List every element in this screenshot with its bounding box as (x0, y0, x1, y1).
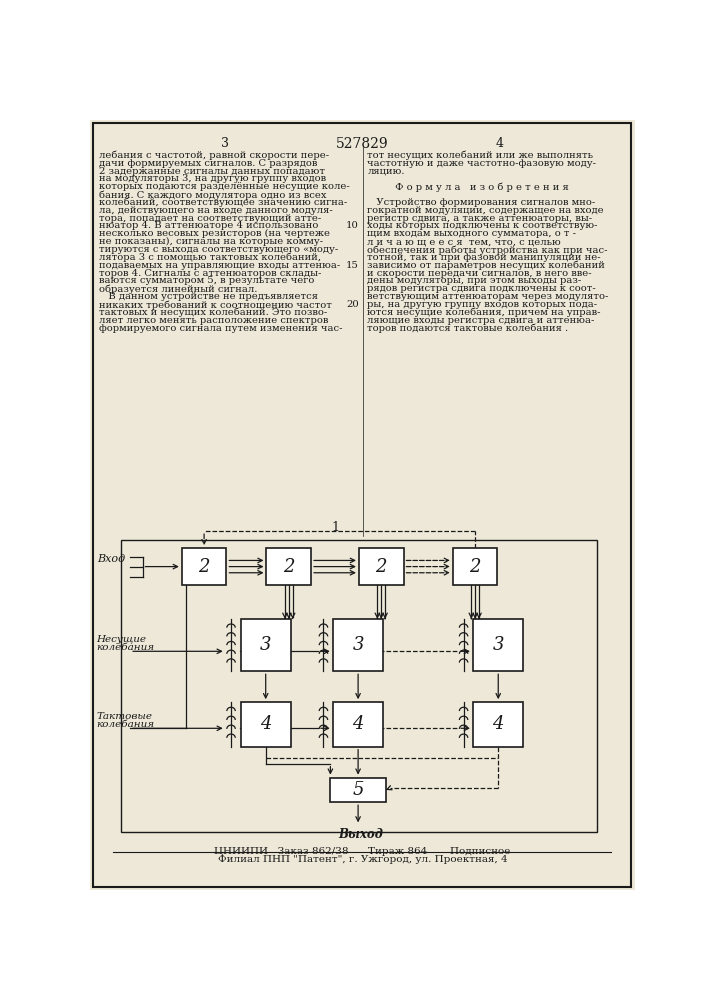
Text: 15: 15 (346, 261, 359, 270)
Text: 4: 4 (260, 715, 271, 733)
Text: тируются с выхода соответствующего «моду-: тируются с выхода соответствующего «моду… (100, 245, 339, 254)
Text: зависимо от параметров несущих колебаний: зависимо от параметров несущих колебаний (368, 261, 605, 270)
Text: 527829: 527829 (336, 137, 389, 151)
Bar (452, 548, 498, 585)
Text: колебания: колебания (96, 643, 154, 652)
Text: частотную и даже частотно-фазовую моду-: частотную и даже частотно-фазовую моду- (368, 159, 596, 168)
Text: дачи формируемых сигналов. С разрядов: дачи формируемых сигналов. С разрядов (100, 159, 317, 168)
Bar (333, 702, 383, 747)
Text: регистр сдвига, а также аттенюаторы, вы-: регистр сдвига, а также аттенюаторы, вы- (368, 214, 592, 223)
Text: подаваемых на управляющие входы аттенюа-: подаваемых на управляющие входы аттенюа- (100, 261, 341, 270)
Text: ры, на другую группу входов которых пода-: ры, на другую группу входов которых пода… (368, 300, 597, 309)
Bar (473, 619, 523, 671)
Text: л и ч а ю щ е е с я  тем, что, с целью: л и ч а ю щ е е с я тем, что, с целью (368, 237, 561, 246)
Text: Тактовые: Тактовые (96, 712, 152, 721)
Text: Ф о р м у л а   и з о б р е т е н и я: Ф о р м у л а и з о б р е т е н и я (368, 182, 569, 192)
Text: колебаний, соответствующее значению сигна-: колебаний, соответствующее значению сигн… (100, 198, 348, 207)
Text: 2 задержанные сигналы данных попадают: 2 задержанные сигналы данных попадают (100, 167, 325, 176)
Text: ются несущие колебания, причем на управ-: ются несущие колебания, причем на управ- (368, 308, 601, 317)
Text: 2: 2 (469, 558, 481, 576)
Text: 10: 10 (346, 221, 359, 230)
Text: ветствующим аттенюаторам через модулято-: ветствующим аттенюаторам через модулято- (368, 292, 609, 301)
Text: ляет легко менять расположение спектров: ляет легко менять расположение спектров (100, 316, 329, 325)
Text: тотной, так и при фазовой манипуляции не-: тотной, так и при фазовой манипуляции не… (368, 253, 601, 262)
Text: 2: 2 (199, 558, 210, 576)
Bar (333, 619, 383, 671)
Text: Филиал ПНП "Патент", г. Ужгород, ул. Проектная, 4: Филиал ПНП "Патент", г. Ужгород, ул. Про… (218, 855, 507, 864)
Text: торов 4. Сигналы с аттенюаторов склады-: торов 4. Сигналы с аттенюаторов склады- (100, 269, 322, 278)
Text: 3: 3 (352, 636, 364, 654)
Text: ла, действующего на входе данного модуля-: ла, действующего на входе данного модуля… (100, 206, 333, 215)
Text: бания. С каждого модулятора одно из всех: бания. С каждого модулятора одно из всех (100, 190, 327, 200)
Text: которых подаются разделённые несущие коле-: которых подаются разделённые несущие кол… (100, 182, 350, 191)
Text: тот несущих колебаний или же выполнять: тот несущих колебаний или же выполнять (368, 151, 593, 160)
Text: 5: 5 (352, 781, 364, 799)
Text: Несущие: Несущие (96, 635, 146, 644)
Text: образуется линейный сигнал.: образуется линейный сигнал. (100, 284, 258, 294)
Text: тактовых и несущих колебаний. Это позво-: тактовых и несущих колебаний. Это позво- (100, 308, 327, 317)
Text: ляцию.: ляцию. (368, 167, 405, 176)
Text: ляющие входы регистра сдвига и аттенюа-: ляющие входы регистра сдвига и аттенюа- (368, 316, 595, 325)
Text: Выход: Выход (338, 828, 383, 841)
Text: ваются сумматором 5, в результате чего: ваются сумматором 5, в результате чего (100, 276, 315, 285)
Text: лебания с частотой, равной скорости пере-: лебания с частотой, равной скорости пере… (100, 151, 329, 160)
Bar (240, 619, 291, 671)
Text: рядов регистра сдвига подключены к соот-: рядов регистра сдвига подключены к соот- (368, 284, 596, 293)
Text: 2: 2 (283, 558, 295, 576)
Text: несколько весовых резисторов (на чертеже: несколько весовых резисторов (на чертеже (100, 229, 330, 238)
Text: формируемого сигнала путем изменения час-: формируемого сигнала путем изменения час… (100, 324, 343, 333)
Text: на модуляторы 3, на другую группу входов: на модуляторы 3, на другую группу входов (100, 174, 327, 183)
Bar (240, 702, 291, 747)
Text: обеспечения работы устройства как при час-: обеспечения работы устройства как при ча… (368, 245, 608, 255)
Text: В данном устройстве не предъявляется: В данном устройстве не предъявляется (100, 292, 318, 301)
Text: нюатор 4. В аттенюаторе 4 использовано: нюатор 4. В аттенюаторе 4 использовано (100, 221, 319, 230)
Text: ходы которых подключены к соответствую-: ходы которых подключены к соответствую- (368, 221, 598, 230)
Bar (267, 548, 311, 585)
Bar (182, 548, 226, 585)
Text: 4: 4 (493, 715, 504, 733)
Text: никаких требований к соотношению частот: никаких требований к соотношению частот (100, 300, 332, 310)
Text: Устройство формирования сигналов мно-: Устройство формирования сигналов мно- (368, 198, 595, 207)
Text: 3: 3 (260, 636, 271, 654)
Text: гократной модуляции, содержащее на входе: гократной модуляции, содержащее на входе (368, 206, 604, 215)
Text: 4: 4 (352, 715, 364, 733)
Text: 1: 1 (331, 521, 339, 534)
Text: 20: 20 (346, 300, 359, 309)
Bar (473, 702, 523, 747)
Text: 3: 3 (221, 137, 229, 150)
Text: не показаны), сигналы на которые комму-: не показаны), сигналы на которые комму- (100, 237, 324, 246)
Text: дены модуляторы, при этом выходы раз-: дены модуляторы, при этом выходы раз- (368, 276, 582, 285)
Bar (330, 778, 386, 802)
Text: лятора 3 с помощью тактовых колебаний,: лятора 3 с помощью тактовых колебаний, (100, 253, 322, 262)
Bar (359, 548, 404, 585)
Text: 4: 4 (496, 137, 504, 150)
Text: тора, попадает на соответствующий атте-: тора, попадает на соответствующий атте- (100, 214, 322, 223)
Text: 3: 3 (493, 636, 504, 654)
Text: 2: 2 (375, 558, 387, 576)
Text: и скорости передачи сигналов, в него вве-: и скорости передачи сигналов, в него вве… (368, 269, 592, 278)
Bar (121, 540, 597, 832)
Text: торов подаются тактовые колебания .: торов подаются тактовые колебания . (368, 324, 568, 333)
Text: Вход: Вход (98, 554, 126, 564)
Text: щим входам выходного сумматора, о т -: щим входам выходного сумматора, о т - (368, 229, 576, 238)
Text: колебания: колебания (96, 720, 154, 729)
Text: ЦНИИПИ   Заказ 862/38      Тираж 864       Подписное: ЦНИИПИ Заказ 862/38 Тираж 864 Подписное (214, 847, 510, 856)
